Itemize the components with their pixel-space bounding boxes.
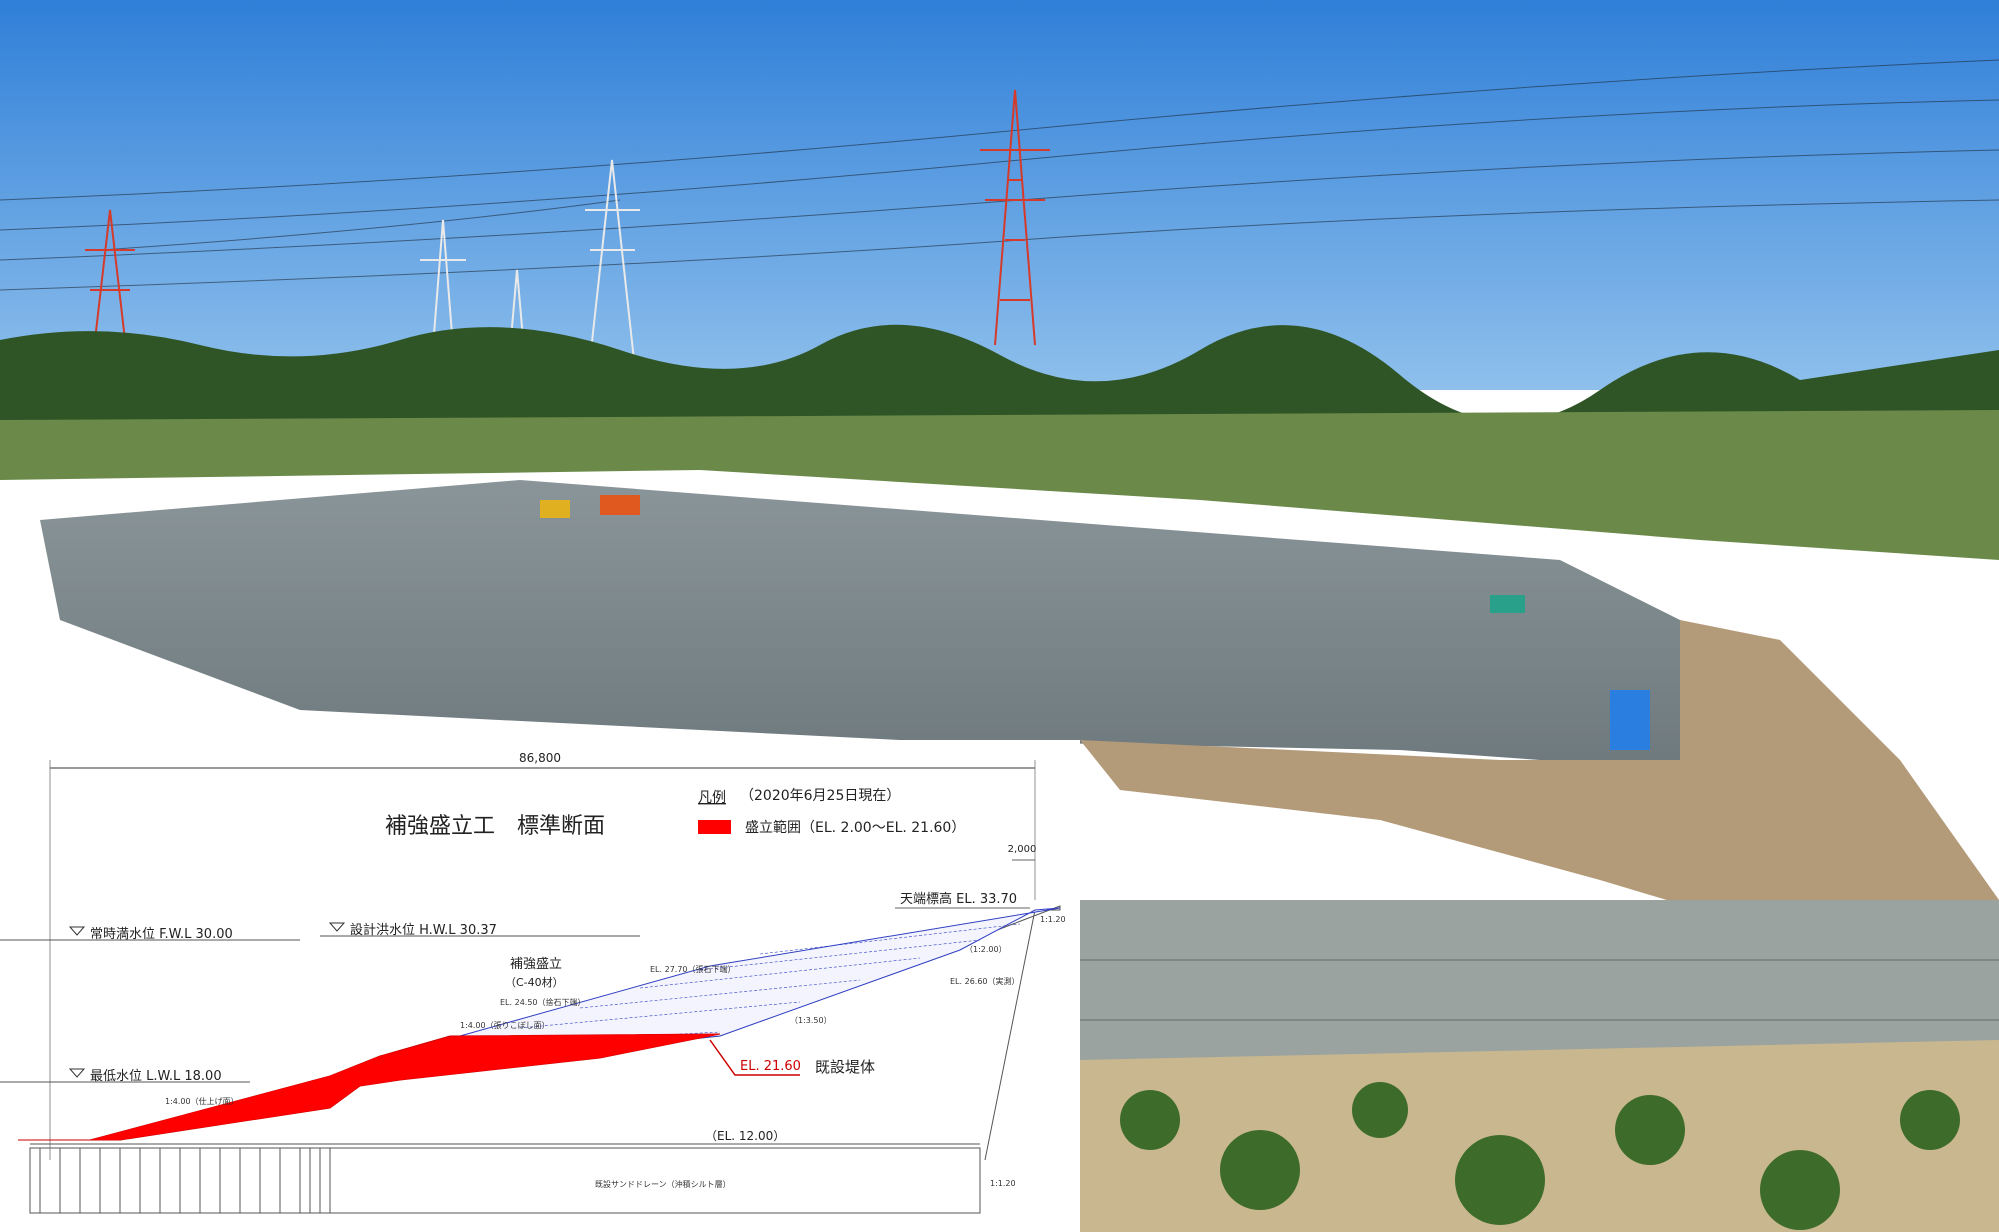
excavator	[600, 495, 640, 515]
current-elevation: EL. 21.60	[740, 1059, 801, 1074]
legend-swatch	[698, 820, 731, 834]
tree-line	[0, 324, 1999, 430]
normal-water-level: 常時満水位 F.W.L 30.00	[90, 927, 233, 942]
as-of-date: （2020年6月25日現在）	[740, 788, 900, 804]
crest-elevation: 天端標高 EL. 33.70	[900, 891, 1017, 907]
el-2770-label: EL. 27.70（張石下端）	[650, 964, 736, 974]
water-level-marker-1	[68, 926, 86, 936]
blue-sheet	[1610, 690, 1650, 750]
slope-upper-label: 1:1.20	[1040, 915, 1066, 924]
existing-body-label: 既設堤体	[815, 1058, 875, 1076]
slope-400-b-label: 1:4.00（仕上げ面）	[165, 1096, 239, 1106]
cross-section-panel: 86,800 補強盛立工 標準断面 凡例 （2020年6月25日現在） 盛立範囲…	[0, 740, 1080, 1232]
basin-floor	[40, 480, 1720, 770]
berm-width: 2,000	[1008, 844, 1037, 855]
el-2660-label: EL. 26.60（実測）	[950, 976, 1020, 986]
concrete-road	[1080, 900, 1999, 1070]
sand-drain-columns	[39, 1148, 331, 1213]
overall-width-label: 86,800	[519, 751, 561, 765]
slope-lower-label: 1:1.20	[990, 1179, 1016, 1188]
sky	[0, 0, 1999, 390]
legend-item: 盛立範囲（EL. 2.00〜EL. 21.60）	[745, 819, 965, 836]
water-level-lines	[0, 935, 640, 1083]
water-level-marker-2	[328, 922, 346, 932]
earth-slope	[1080, 620, 1999, 960]
slope-200-label: （1:2.00）	[965, 945, 1007, 954]
shrubs	[1120, 1082, 1960, 1230]
road-joints	[1080, 959, 1999, 1021]
el-2160-leader	[709, 1039, 800, 1076]
base-elevation: （EL. 12.00）	[705, 1129, 785, 1143]
current-fill-area-shape	[18, 1034, 720, 1140]
el-2450-label: EL. 24.50（捨石下端）	[500, 997, 586, 1007]
legend-heading: 凡例	[698, 790, 726, 806]
flood-water-level: 設計洪水位 H.W.L 30.37	[350, 922, 497, 938]
sand-drain-zone	[29, 1147, 981, 1214]
reinforced-material-label: （C-40材）	[505, 975, 564, 989]
water-level-marker-3	[68, 1068, 86, 1078]
reinforced-fill-label: 補強盛立	[510, 957, 562, 972]
slope-400-a-label: 1:4.00（張りこぼし面）	[460, 1021, 550, 1030]
min-water-level: 最低水位 L.W.L 18.00	[90, 1069, 222, 1084]
sand-drain-label: 既設サンドドレーン（沖積シルト層）	[595, 1179, 731, 1189]
far-embankment	[0, 410, 1999, 560]
drawing-title: 補強盛立工 標準断面	[385, 814, 605, 839]
bulldozer	[540, 500, 570, 518]
cross-section-drawing: 86,800 補強盛立工 標準断面 凡例 （2020年6月25日現在） 盛立範囲…	[0, 751, 1066, 1214]
slope-350-label: （1:3.50）	[790, 1016, 832, 1025]
foreground-vegetation	[1080, 1040, 1999, 1232]
excavator-2	[1490, 595, 1525, 613]
